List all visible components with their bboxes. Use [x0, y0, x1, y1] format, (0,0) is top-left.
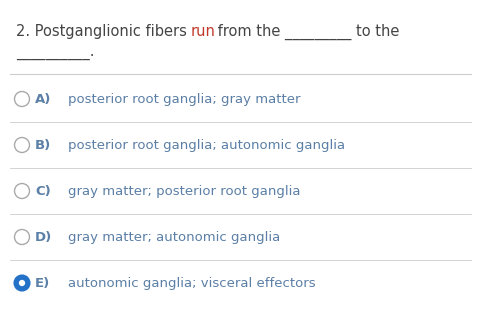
Text: E): E) — [35, 277, 50, 290]
Text: gray matter; autonomic ganglia: gray matter; autonomic ganglia — [68, 230, 280, 243]
Text: autonomic ganglia; visceral effectors: autonomic ganglia; visceral effectors — [68, 277, 315, 290]
Text: posterior root ganglia; autonomic ganglia: posterior root ganglia; autonomic gangli… — [68, 138, 345, 151]
Text: __________.: __________. — [16, 46, 94, 61]
Text: C): C) — [35, 185, 51, 198]
Text: from the _________ to the: from the _________ to the — [213, 24, 398, 40]
Text: A): A) — [35, 93, 51, 106]
Text: B): B) — [35, 138, 51, 151]
Text: gray matter; posterior root ganglia: gray matter; posterior root ganglia — [68, 185, 300, 198]
Text: posterior root ganglia; gray matter: posterior root ganglia; gray matter — [68, 93, 300, 106]
Text: 2. Postganglionic fibers: 2. Postganglionic fibers — [16, 24, 191, 39]
Text: D): D) — [35, 230, 52, 243]
Text: run: run — [191, 24, 216, 39]
Ellipse shape — [14, 275, 29, 290]
Ellipse shape — [19, 280, 25, 286]
